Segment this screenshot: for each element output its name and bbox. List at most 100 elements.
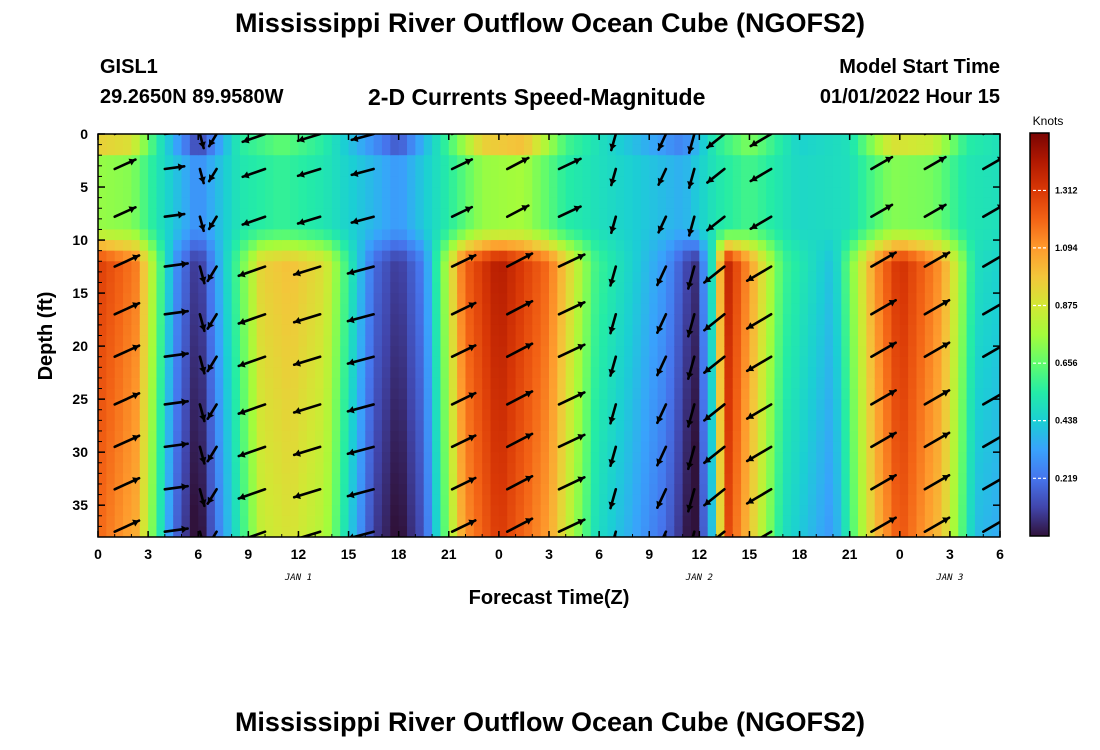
heatmap-cell — [807, 240, 817, 252]
heatmap-cell — [198, 483, 208, 496]
heatmap-cell — [582, 165, 592, 178]
heatmap-cell — [231, 240, 241, 252]
heatmap-cell — [398, 367, 408, 379]
heatmap-cell — [816, 515, 826, 527]
heatmap-cell — [624, 377, 634, 390]
heatmap-cell — [156, 155, 166, 167]
heatmap-cell — [139, 261, 149, 273]
heatmap-cell — [674, 367, 684, 379]
heatmap-cell — [248, 303, 258, 315]
heatmap-cell — [131, 144, 141, 156]
heatmap-cell — [791, 229, 801, 241]
heatmap-cell — [407, 165, 416, 178]
heatmap-cell — [874, 515, 884, 527]
heatmap-cell — [398, 505, 408, 517]
heatmap-cell — [164, 494, 174, 506]
heatmap-cell — [565, 229, 575, 241]
heatmap-cell — [899, 505, 909, 517]
heatmap-cell — [899, 208, 909, 220]
heatmap-cell — [231, 462, 241, 474]
heatmap-cell — [348, 494, 358, 506]
heatmap-cell — [766, 282, 776, 294]
heatmap-cell — [615, 346, 625, 358]
heatmap-cell — [415, 377, 425, 390]
heatmap-cell — [381, 399, 391, 411]
current-vector — [163, 398, 189, 406]
colorbar-tick-label: 0.438 — [1055, 416, 1078, 426]
heatmap-cell — [841, 452, 851, 464]
heatmap-cell — [832, 346, 842, 358]
heatmap-cell — [699, 134, 709, 146]
heatmap-cell — [974, 399, 984, 411]
heatmap-cell — [741, 452, 751, 464]
heatmap-cell — [432, 356, 442, 368]
heatmap-cell — [657, 261, 667, 273]
heatmap-cell — [465, 293, 475, 305]
heatmap-cell — [239, 346, 249, 358]
heatmap-cell — [340, 441, 350, 453]
heatmap-cell — [123, 250, 133, 262]
heatmap-cell — [298, 409, 308, 421]
heatmap-cell — [482, 144, 492, 156]
heatmap-cell — [991, 261, 1000, 273]
heatmap-cell — [164, 462, 174, 474]
heatmap-cell — [173, 165, 183, 178]
heatmap-cell — [816, 356, 826, 368]
heatmap-cell — [214, 441, 224, 453]
heatmap-cell — [949, 282, 959, 294]
heatmap-cell — [239, 494, 249, 506]
heatmap-cell — [690, 176, 700, 188]
heatmap-cell — [106, 293, 116, 305]
heatmap-cell — [290, 346, 300, 358]
heatmap-cell — [791, 335, 801, 347]
heatmap-cell — [557, 134, 567, 146]
heatmap-cell — [239, 515, 249, 527]
heatmap-cell — [557, 271, 567, 284]
heatmap-cell — [749, 144, 759, 156]
heatmap-cell — [607, 377, 617, 390]
heatmap-cell — [173, 483, 183, 496]
heatmap-cell — [749, 176, 759, 188]
heatmap-cell — [98, 303, 107, 315]
heatmap-cell — [590, 515, 600, 527]
heatmap-cell — [239, 409, 249, 421]
heatmap-cell — [315, 346, 325, 358]
heatmap-cell — [632, 473, 642, 485]
heatmap-cell — [908, 430, 918, 443]
heatmap-cell — [457, 377, 467, 390]
heatmap-cell — [356, 208, 366, 220]
current-vector — [198, 445, 207, 465]
heatmap-cell — [849, 420, 859, 432]
heatmap-cell — [390, 165, 400, 178]
heatmap-cell — [415, 515, 425, 527]
heatmap-cell — [515, 293, 525, 305]
heatmap-cell — [515, 409, 525, 421]
heatmap-cell — [98, 441, 107, 453]
heatmap-cell — [507, 494, 517, 506]
heatmap-cell — [139, 155, 149, 167]
heatmap-cell — [883, 271, 893, 284]
heatmap-cell — [323, 346, 333, 358]
heatmap-cell — [590, 208, 600, 220]
heatmap-cell — [532, 441, 542, 453]
heatmap-cell — [331, 388, 341, 400]
heatmap-cell — [164, 356, 174, 368]
heatmap-cell — [181, 409, 191, 421]
heatmap-cell — [866, 430, 876, 443]
heatmap-cell — [281, 526, 291, 537]
heatmap-cell — [331, 314, 341, 326]
heatmap-cell — [732, 208, 742, 220]
heatmap-cell — [883, 377, 893, 390]
heatmap-cell — [974, 346, 984, 358]
heatmap-cell — [824, 367, 834, 379]
heatmap-cell — [649, 483, 659, 496]
heatmap-cell — [607, 282, 617, 294]
heatmap-cell — [891, 144, 901, 156]
heatmap-cell — [716, 473, 725, 485]
heatmap-cell — [198, 346, 208, 358]
heatmap-cell — [239, 388, 249, 400]
heatmap-cell — [565, 197, 575, 209]
heatmap-cell — [148, 409, 158, 421]
heatmap-cell — [131, 335, 141, 347]
heatmap-cell — [682, 526, 692, 537]
